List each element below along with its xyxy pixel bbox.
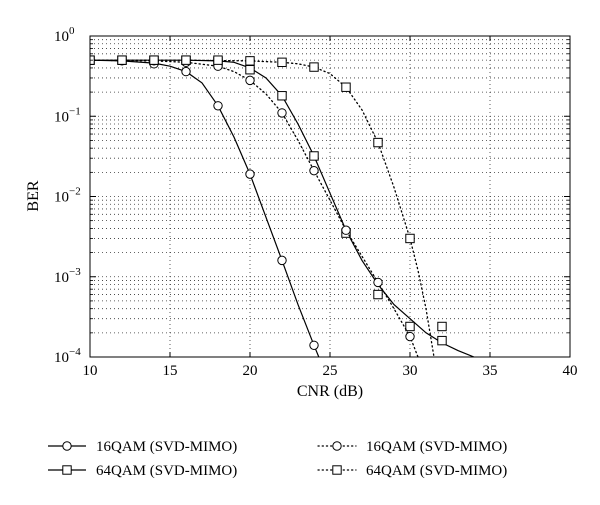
- data-point: [277, 57, 287, 68]
- data-point: [405, 321, 415, 332]
- y-tick-label: 10−2: [54, 186, 81, 206]
- data-point: [437, 321, 447, 332]
- x-tick-label: 25: [323, 363, 338, 379]
- data-point: [117, 55, 127, 65]
- x-tick-label: 35: [483, 363, 498, 379]
- data-point: [341, 82, 351, 92]
- series-1: [90, 55, 320, 357]
- y-axis-label: BER: [25, 180, 42, 211]
- data-point: [245, 65, 255, 75]
- data-point: [309, 151, 319, 161]
- data-point: [373, 137, 383, 148]
- data-point: [245, 169, 255, 179]
- legend-marker: [62, 441, 72, 451]
- legend-marker: [332, 441, 342, 451]
- grid-lines: [90, 36, 570, 357]
- y-tick-label: 100: [54, 25, 75, 45]
- data-point: [245, 56, 255, 66]
- data-point: [149, 55, 159, 65]
- data-point: [341, 225, 351, 235]
- data-point: [405, 331, 415, 342]
- x-tick-label: 20: [243, 363, 258, 379]
- data-point: [277, 91, 287, 101]
- y-tick-label: 10−1: [54, 105, 81, 125]
- data-point: [213, 55, 223, 65]
- data-point: [437, 335, 447, 346]
- data-point: [181, 55, 191, 65]
- legend-label: 64QAM (SVD-MIMO): [366, 463, 507, 479]
- series-3: [90, 55, 419, 357]
- x-tick-label: 15: [163, 363, 178, 379]
- y-tick-label: 10−3: [54, 266, 81, 286]
- series-4: [90, 55, 447, 357]
- legend-entry-4: 64QAM (SVD-MIMO): [317, 463, 507, 479]
- axis-ticks: 10 15 20 25 30 35 40 10−4 10−3 10−2 10−1 100: [54, 25, 578, 379]
- data-point: [309, 62, 319, 72]
- legend-label: 64QAM (SVD-MIMO): [96, 463, 237, 479]
- series-line: [90, 59, 419, 357]
- x-tick-label: 30: [403, 363, 418, 379]
- legend: 16QAM (SVD-MIMO) 64QAM (SVD-MIMO) 16QAM (S…: [48, 439, 507, 479]
- legend-label: 16QAM (SVD-MIMO): [366, 439, 507, 455]
- series-2: [90, 55, 475, 357]
- legend-marker: [332, 465, 342, 475]
- data-point: [245, 75, 255, 86]
- legend-entry-1: 16QAM (SVD-MIMO): [48, 439, 237, 455]
- data-point: [181, 66, 191, 77]
- x-tick-label: 40: [563, 363, 578, 379]
- data-point: [277, 108, 287, 118]
- legend-label: 16QAM (SVD-MIMO): [96, 439, 237, 455]
- series-line: [90, 59, 320, 357]
- data-point: [405, 233, 415, 244]
- x-axis-label: CNR (dB): [297, 383, 363, 400]
- data-point: [309, 165, 319, 176]
- data-point: [373, 277, 383, 288]
- data-point: [373, 289, 383, 300]
- y-tick-label: 10−4: [54, 346, 81, 366]
- data-point: [277, 255, 287, 266]
- data-point: [309, 340, 319, 350]
- x-tick-label: 10: [83, 363, 98, 379]
- legend-marker: [62, 465, 72, 475]
- legend-entry-2: 64QAM (SVD-MIMO): [48, 463, 237, 479]
- legend-entry-3: 16QAM (SVD-MIMO): [317, 439, 507, 455]
- series-line: [90, 59, 435, 357]
- series-layer: [90, 55, 475, 357]
- data-point: [213, 101, 223, 111]
